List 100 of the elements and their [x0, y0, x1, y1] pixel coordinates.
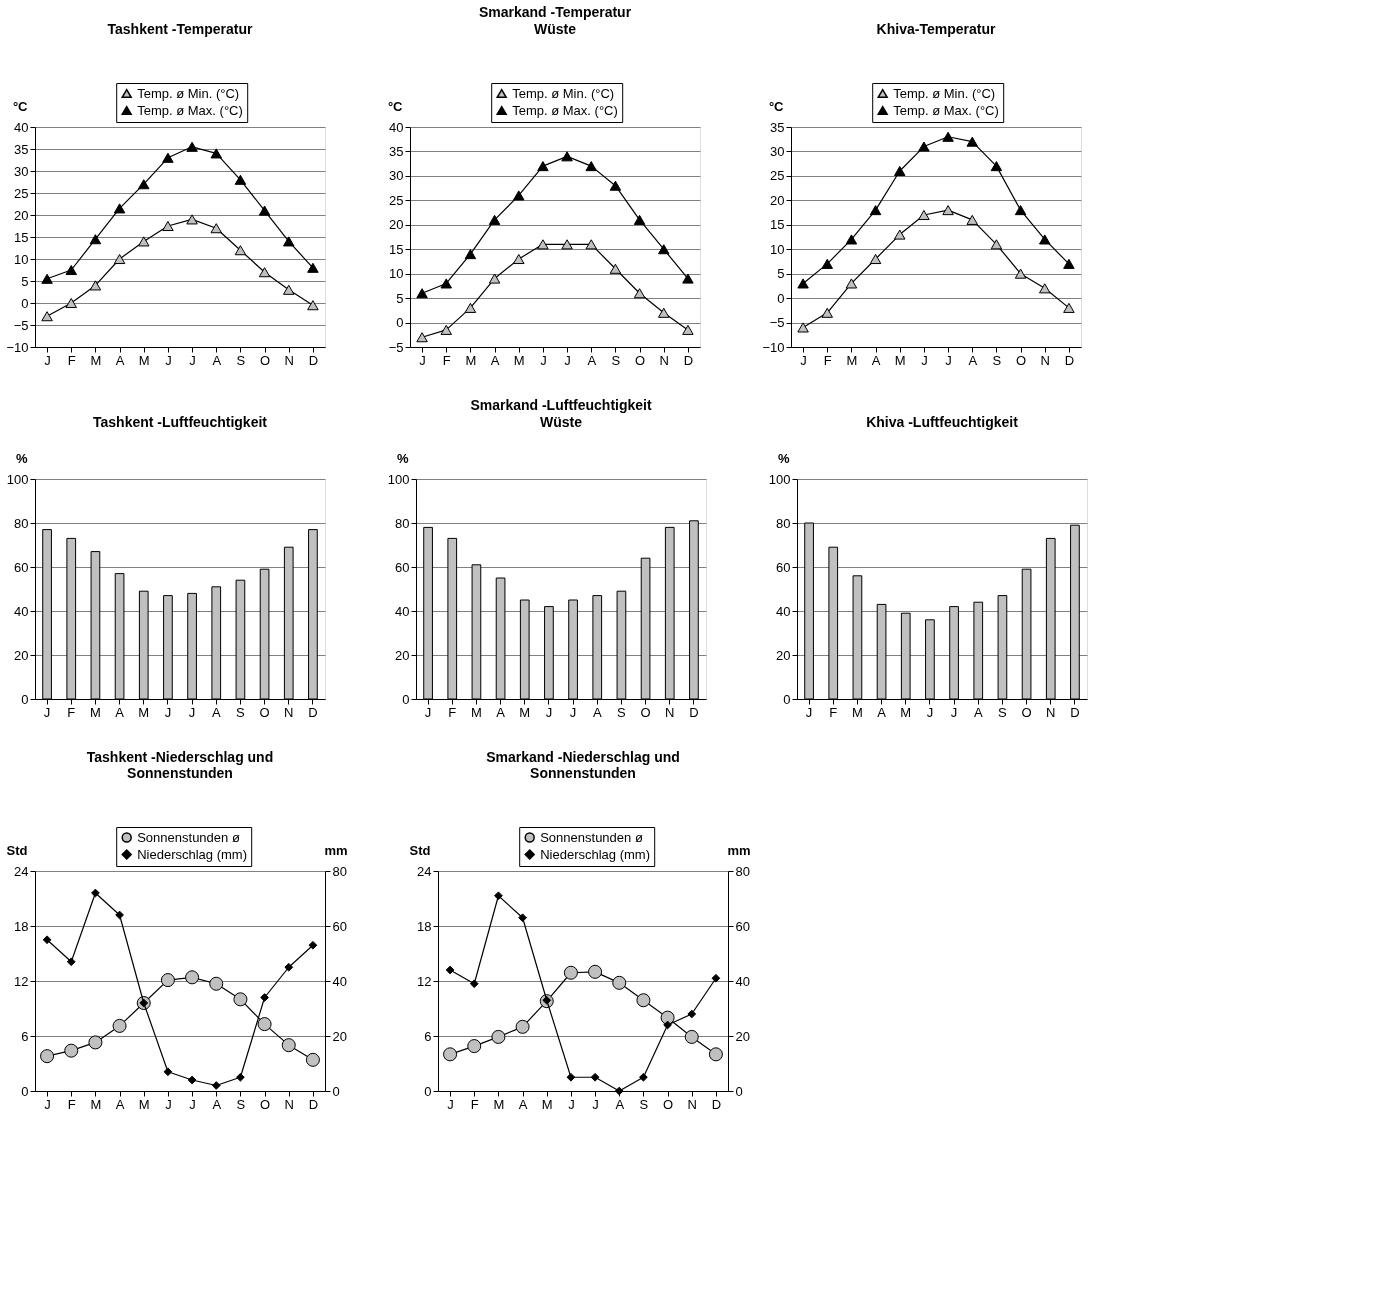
- point: [488, 214, 501, 225]
- x-tick-label: F: [67, 1096, 76, 1112]
- y-tick-label: 6: [21, 1028, 29, 1044]
- x-tick-label: A: [615, 1096, 625, 1112]
- point: [162, 152, 174, 163]
- point: [1039, 283, 1051, 294]
- point: [138, 236, 150, 247]
- point: [585, 161, 597, 172]
- x-tick-label: J: [189, 1096, 196, 1112]
- y-tick-label: 12: [14, 973, 29, 989]
- point: [260, 993, 269, 1002]
- point: [64, 1043, 79, 1058]
- legend-label: Temp. ø Min. (°C): [512, 85, 615, 101]
- y-tick-label: 15: [389, 241, 404, 257]
- x-tick-label: O: [663, 1096, 674, 1112]
- x-tick-label: A: [968, 352, 978, 368]
- point: [211, 1081, 221, 1090]
- y-tick-label: 80: [395, 515, 410, 531]
- x-tick-label: F: [67, 352, 76, 368]
- y-tick-label: 20: [14, 647, 29, 663]
- y-axis-title: °C: [387, 98, 404, 114]
- x-tick-label: J: [419, 352, 426, 368]
- point: [614, 1086, 624, 1096]
- y-tick-label: 40: [14, 119, 29, 135]
- y-tick-label: 100: [6, 471, 29, 487]
- point: [563, 965, 578, 980]
- point: [467, 1039, 482, 1054]
- y-tick-label: −10: [6, 339, 29, 355]
- point: [307, 300, 319, 311]
- x-tick-label: J: [545, 704, 553, 720]
- x-tick-label: M: [90, 352, 102, 368]
- legend-label: Sonnenstunden ø: [137, 829, 240, 845]
- point: [464, 249, 477, 260]
- x-tick-label: J: [921, 352, 928, 368]
- x-tick-label: N: [284, 352, 294, 368]
- y-tick-label: 25: [770, 168, 785, 184]
- point: [187, 1075, 197, 1085]
- x-tick-label: A: [592, 704, 602, 720]
- x-tick-label: M: [465, 352, 477, 368]
- y-tick-label: 20: [776, 647, 791, 663]
- y-tick-label: 20: [770, 192, 785, 208]
- y2-tick-label: 60: [332, 918, 347, 934]
- point: [283, 236, 295, 247]
- x-tick-label: O: [1016, 352, 1027, 368]
- point: [440, 324, 452, 335]
- point: [708, 1047, 723, 1062]
- point: [258, 267, 271, 278]
- point: [513, 190, 525, 201]
- y-tick-label: 0: [783, 691, 791, 707]
- y-tick-label: 15: [14, 229, 29, 245]
- point: [561, 151, 573, 162]
- point: [440, 278, 452, 289]
- point: [566, 1072, 576, 1082]
- x-tick-label: A: [518, 1096, 528, 1112]
- point: [918, 209, 930, 221]
- x-tick-label: A: [115, 1096, 125, 1112]
- point: [609, 263, 622, 274]
- x-tick-label: S: [992, 352, 1002, 368]
- x-tick-label: N: [665, 704, 675, 720]
- chart-title: Tashkent -Temperatur: [107, 20, 254, 37]
- point: [966, 214, 978, 225]
- point: [990, 161, 1003, 172]
- x-tick-label: J: [165, 352, 172, 368]
- x-tick-label: A: [871, 352, 881, 368]
- point: [65, 264, 77, 276]
- point: [609, 180, 622, 191]
- point: [845, 234, 858, 245]
- y-tick-label: −5: [769, 315, 785, 331]
- point: [88, 1035, 103, 1050]
- x-tick-label: A: [496, 704, 506, 720]
- x-tick-label: F: [67, 704, 76, 720]
- y-tick-label: 60: [14, 559, 29, 575]
- point: [636, 993, 651, 1008]
- y-tick-label: 60: [776, 559, 791, 575]
- point: [797, 278, 809, 289]
- point: [89, 234, 102, 245]
- y-tick-label: −5: [13, 317, 29, 333]
- point: [464, 302, 477, 313]
- point: [639, 1072, 648, 1082]
- point: [469, 979, 479, 989]
- point: [894, 165, 906, 177]
- x-tick-label: D: [308, 1096, 319, 1112]
- point: [1039, 234, 1051, 245]
- x-tick-label: D: [1070, 704, 1080, 720]
- point: [990, 239, 1003, 250]
- point: [233, 992, 248, 1007]
- x-tick-label: M: [89, 704, 101, 720]
- legend-label: Temp. ø Min. (°C): [137, 85, 240, 101]
- point: [210, 148, 222, 159]
- chart-title: Khiva-Temperatur: [876, 20, 996, 37]
- point: [1014, 205, 1027, 216]
- x-tick-label: F: [829, 704, 838, 720]
- point: [658, 244, 670, 255]
- y-tick-label: 24: [14, 863, 29, 879]
- point: [488, 273, 501, 284]
- x-tick-label: M: [846, 352, 858, 368]
- x-tick-label: O: [635, 352, 646, 368]
- y-tick-label: 40: [395, 603, 410, 619]
- x-tick-label: D: [308, 352, 319, 368]
- point: [942, 205, 954, 216]
